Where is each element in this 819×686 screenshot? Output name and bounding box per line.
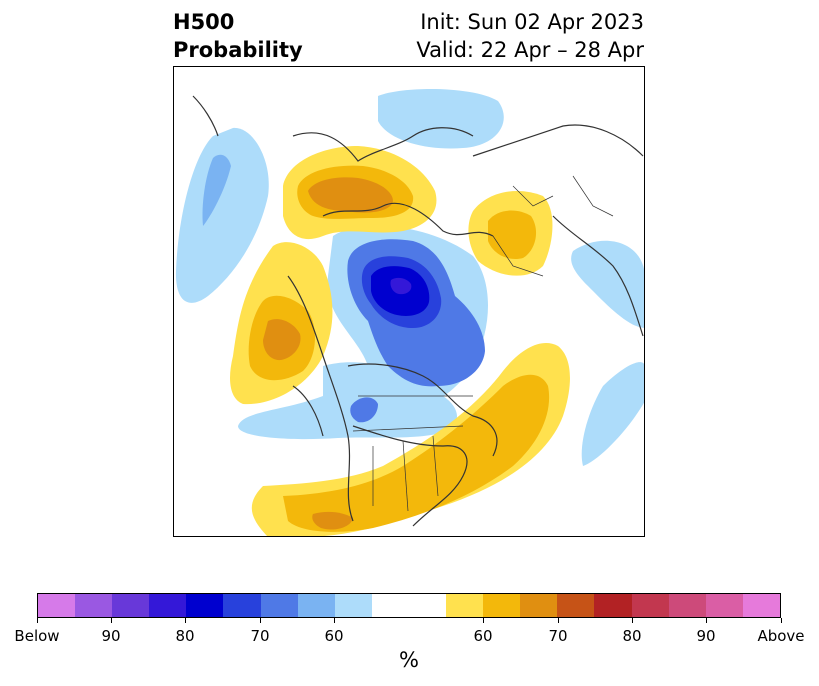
colorbar-segment [520,594,558,617]
probability-map [173,66,645,537]
colorbar-segment [742,594,780,617]
above-60-eastern-us [251,343,570,537]
colorbar-segment [594,594,632,617]
colorbar-tick-mark [259,618,261,623]
below-70-canada [350,397,378,423]
colorbar-tick-mark [36,618,38,623]
colorbar-segment [557,594,595,617]
borders [352,175,614,512]
chart-title-left: H500 Probability [173,8,303,64]
above-70-eastern-us [312,511,353,530]
colorbar-tick-label: 90 [696,627,716,645]
below-60-atlantic [581,362,645,466]
colorbar-segment [38,594,76,617]
colorbar [37,593,781,618]
colorbar-tick-label: Below [14,627,60,645]
colorbar-segment [186,594,224,617]
colorbar-segment [149,594,187,617]
above-65-eastern-us [283,374,550,532]
colorbar-segment [705,594,743,617]
colorbar-segment [446,594,484,617]
colorbar-segment [631,594,669,617]
colorbar-segment [75,594,113,617]
colorbar-segment [260,594,298,617]
above-70-siberia [308,177,393,213]
chart-title-right: Init: Sun 02 Apr 2023 Valid: 22 Apr – 28… [416,8,644,64]
valid-range: Valid: 22 Apr – 28 Apr [416,38,644,62]
below-60-canada-south [238,362,458,440]
colorbar-tick-mark [110,618,112,623]
colorbar-tick-mark [631,618,633,623]
below-70-pacific-west [202,154,231,226]
colorbar-tick-label: 70 [548,627,568,645]
above-70-alaska [263,319,301,361]
colorbar-tick-mark [482,618,484,623]
coastlines [192,95,644,527]
below-60-europe [378,89,504,149]
colorbar-tick-mark [780,618,782,623]
colorbar-tick-label: 70 [250,627,270,645]
colorbar-unit: % [399,648,419,672]
colorbar-tick-mark [184,618,186,623]
colorbar-segment [483,594,521,617]
title-product: Probability [173,38,303,62]
map-frame [173,66,645,537]
colorbar-tick-label: 80 [622,627,642,645]
colorbar-segment [668,594,706,617]
init-date: Init: Sun 02 Apr 2023 [420,10,644,34]
colorbar-tick-mark [333,618,335,623]
colorbar-segment [371,594,447,617]
below-85-arctic [390,277,412,295]
colorbar-tick-mark [557,618,559,623]
colorbar-tick-mark [705,618,707,623]
colorbar-tick-label: Above [757,627,805,645]
colorbar-segment [112,594,150,617]
below-60-east-asia [571,240,645,328]
colorbar-tick-label: 60 [324,627,344,645]
colorbar-tick-label: 80 [175,627,195,645]
colorbar-tick-label: 60 [473,627,493,645]
colorbar-segment [223,594,261,617]
title-variable: H500 [173,10,235,34]
colorbar-segment [297,594,335,617]
below-60-pacific-west [175,127,269,303]
colorbar-tick-label: 90 [101,627,121,645]
colorbar-segment [334,594,372,617]
